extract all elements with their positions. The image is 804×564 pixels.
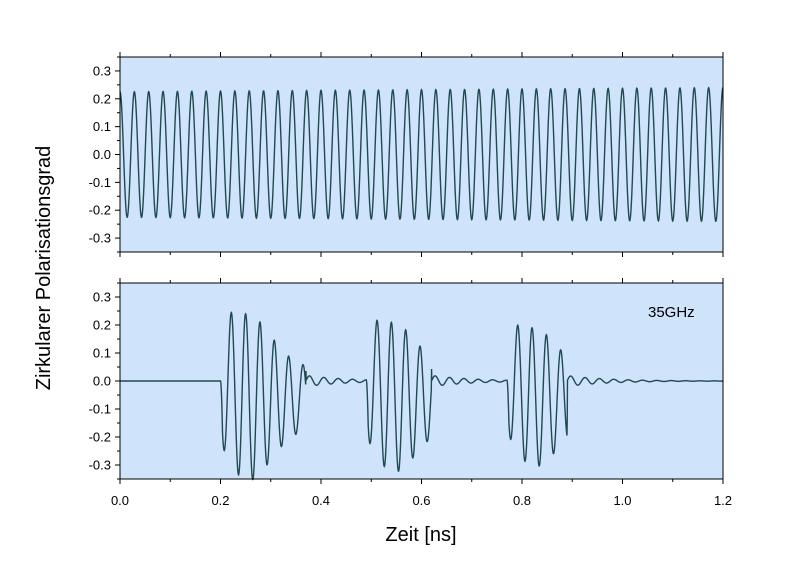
bottom-y-tick-labels: 0.3 0.2 0.1 0.0 -0.1 -0.2 -0.3 — [89, 290, 111, 473]
y-tick-label: -0.1 — [89, 402, 111, 417]
y-tick-label: 0.2 — [93, 91, 111, 106]
x-tick-label: 0.6 — [412, 493, 430, 508]
x-tick-label: 1.2 — [714, 493, 732, 508]
top-panel: 0.3 0.2 0.1 0.0 -0.1 -0.2 -0.3 — [89, 52, 724, 257]
y-tick-label: 0.1 — [93, 346, 111, 361]
y-tick-label: -0.1 — [89, 175, 111, 190]
bottom-series-line — [120, 311, 724, 481]
frequency-annotation: 35GHz — [648, 304, 695, 321]
top-series-line — [119, 86, 724, 223]
x-tick-label: 0.4 — [312, 493, 330, 508]
x-tick-label: 0.2 — [211, 493, 229, 508]
bottom-panel: 0.3 0.2 0.1 0.0 -0.1 -0.2 -0.3 0.0 0.2 0.4 0.6 0.8… — [89, 278, 732, 508]
y-tick-label: 0.0 — [93, 147, 111, 162]
y-tick-label: -0.3 — [89, 458, 111, 473]
y-tick-label: 0.0 — [93, 374, 111, 389]
y-tick-label: 0.3 — [93, 290, 111, 305]
y-tick-label: -0.2 — [89, 203, 111, 218]
y-tick-label: 0.3 — [93, 63, 111, 78]
bottom-frame — [119, 282, 724, 480]
top-y-tick-labels: 0.3 0.2 0.1 0.0 -0.1 -0.2 -0.3 — [89, 63, 111, 245]
y-axis-title: Zirkularer Polarisationsgrad — [33, 146, 55, 391]
y-tick-label: -0.2 — [89, 430, 111, 445]
top-plot-area — [120, 57, 723, 252]
y-tick-label: 0.2 — [93, 318, 111, 333]
y-tick-label: 0.1 — [93, 119, 111, 134]
x-tick-label: 0.8 — [513, 493, 531, 508]
top-frame — [119, 56, 724, 253]
x-axis-title: Zeit [ns] — [385, 524, 456, 546]
x-tick-labels: 0.0 0.2 0.4 0.6 0.8 1.0 1.2 — [111, 493, 732, 508]
x-tick-label: 1.0 — [613, 493, 631, 508]
x-tick-label: 0.0 — [111, 493, 129, 508]
y-tick-label: -0.3 — [89, 231, 111, 246]
